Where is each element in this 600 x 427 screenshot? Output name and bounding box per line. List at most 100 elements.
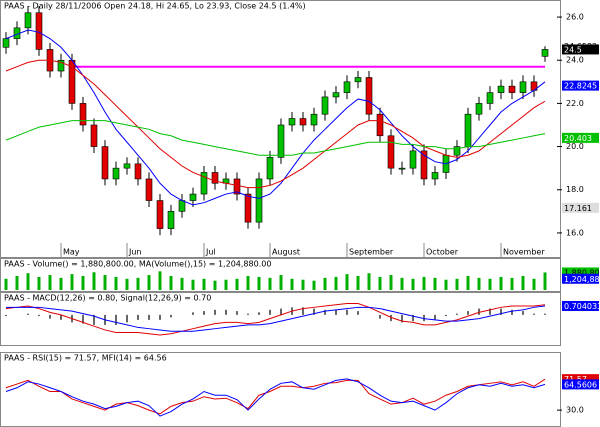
value-marker xyxy=(562,267,599,278)
candle-body xyxy=(508,85,516,93)
value-marker-label: 1,880,800 xyxy=(564,268,600,277)
candle-body xyxy=(35,12,43,50)
candle-body xyxy=(365,77,373,115)
volume-bar xyxy=(334,276,338,290)
candle-body xyxy=(200,172,208,195)
volume-bar xyxy=(257,276,261,290)
volume-bar xyxy=(290,278,294,290)
indicator-line xyxy=(5,120,546,156)
x-tick-label: Jun xyxy=(128,248,142,257)
volume-bar xyxy=(499,276,503,290)
volume-bar xyxy=(147,275,151,290)
volume-bar xyxy=(81,276,85,290)
indicator-line xyxy=(5,303,546,336)
x-tick-label: October xyxy=(426,248,459,257)
y-tick-label: 20.0 xyxy=(566,142,584,151)
y-tick-label: 22.0 xyxy=(566,99,584,108)
value-marker xyxy=(562,273,599,284)
volume-bar xyxy=(521,276,525,290)
y-tick-label: 18.0 xyxy=(566,185,584,194)
volume-bar xyxy=(444,279,448,290)
volume-bar xyxy=(48,275,52,290)
volume-bar xyxy=(301,279,305,290)
candle-body xyxy=(541,49,549,57)
x-tick-label: August xyxy=(272,248,300,257)
volume-bar xyxy=(477,277,481,290)
volume-bar xyxy=(114,276,118,290)
candle-body xyxy=(321,96,329,115)
volume-bar xyxy=(378,276,382,290)
candle-body xyxy=(167,211,175,229)
candle-body xyxy=(343,81,351,93)
candle-body xyxy=(244,193,252,223)
volume-bar xyxy=(323,277,327,290)
candle-body xyxy=(420,150,428,180)
x-tick-label: September xyxy=(349,248,394,257)
volume-bar xyxy=(136,277,140,290)
candle-body xyxy=(2,38,10,48)
volume-bar xyxy=(422,276,426,290)
volume-bar xyxy=(433,277,437,290)
volume-bar xyxy=(356,276,360,290)
candle-body xyxy=(398,167,406,170)
volume-bar xyxy=(268,277,272,290)
value-marker xyxy=(562,301,599,312)
candle-body xyxy=(189,193,197,201)
y-tick-label: 16.0 xyxy=(566,228,584,237)
candle-body xyxy=(134,163,142,180)
indicator-line xyxy=(5,378,546,417)
volume-bar xyxy=(169,276,173,290)
panel-title: PAAS - Volume() = 1,880,800.00, MA(Volum… xyxy=(4,260,271,269)
candle-body xyxy=(431,172,439,180)
candle-body xyxy=(255,178,263,223)
candle-body xyxy=(354,77,362,83)
volume-bar xyxy=(202,278,206,290)
y-tick-label: 24.0 xyxy=(566,56,584,65)
value-marker xyxy=(562,44,599,55)
volume-bar xyxy=(543,272,547,290)
volume-bar xyxy=(180,277,184,290)
candle-body xyxy=(277,124,285,158)
candle-body xyxy=(453,146,461,156)
panel xyxy=(0,258,561,292)
value-marker-label: 1,204,880 xyxy=(564,275,600,284)
value-marker xyxy=(562,374,599,385)
candle-body xyxy=(519,81,527,93)
candle-body xyxy=(145,178,153,201)
value-marker-label: 22.8245 xyxy=(564,82,597,91)
volume-bar xyxy=(37,276,41,290)
panel-title: PAAS - Daily 28/11/2006 Open 24.18, Hi 2… xyxy=(4,2,306,11)
y-tick-label: 26.0 xyxy=(566,13,584,22)
volume-bar xyxy=(213,280,217,290)
volume-bar xyxy=(103,275,107,290)
panel-title: PAAS - MACD(12,26) = 0.80, Signal(12,26,… xyxy=(4,294,211,303)
indicator-line xyxy=(6,305,546,332)
candle-body xyxy=(266,157,274,180)
candle-body xyxy=(288,118,296,126)
panel xyxy=(0,0,561,258)
value-marker-label: 0.704033 xyxy=(564,302,600,311)
volume-bar xyxy=(510,277,514,290)
candle-body xyxy=(90,124,98,147)
candle-body xyxy=(299,118,307,126)
value-marker-label: 64.5606 xyxy=(564,380,597,389)
y-tick-label: 30.0 xyxy=(566,406,584,415)
candle-body xyxy=(376,113,384,137)
volume-bar xyxy=(15,276,19,290)
volume-bar xyxy=(158,271,162,290)
value-marker-label: 17.161 xyxy=(564,204,592,213)
candle-body xyxy=(409,150,417,169)
candle-body xyxy=(112,167,120,180)
volume-bar xyxy=(488,278,492,290)
volume-bar xyxy=(312,280,316,290)
indicator-line xyxy=(5,59,546,189)
value-marker xyxy=(562,202,599,213)
volume-bar xyxy=(70,274,74,290)
x-tick-label: May xyxy=(63,248,80,257)
candle-body xyxy=(497,85,505,93)
volume-bar xyxy=(246,276,250,290)
volume-bar xyxy=(455,278,459,290)
candle-body xyxy=(211,172,219,184)
volume-bar xyxy=(466,276,470,290)
